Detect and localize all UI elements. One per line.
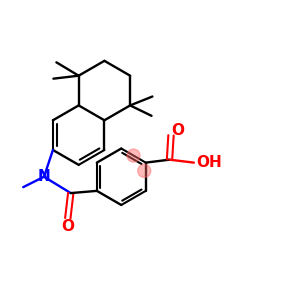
Text: O: O <box>61 219 74 234</box>
Text: O: O <box>171 123 184 138</box>
Circle shape <box>138 164 151 177</box>
Circle shape <box>127 149 140 162</box>
Text: N: N <box>38 169 50 184</box>
Text: OH: OH <box>196 155 222 170</box>
